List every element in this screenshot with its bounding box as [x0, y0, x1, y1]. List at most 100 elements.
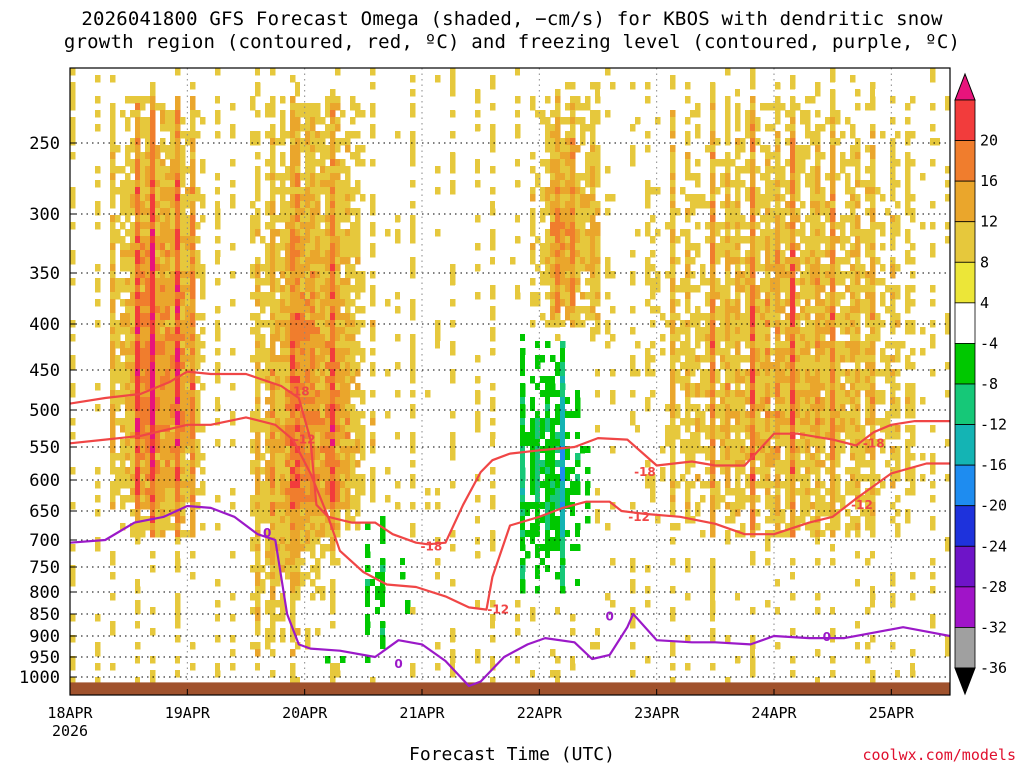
omega-cell [370, 481, 376, 489]
omega-cell [285, 278, 291, 286]
omega-cell [665, 404, 671, 412]
omega-cell [270, 243, 276, 251]
omega-cell [670, 341, 676, 349]
omega-cell [160, 180, 166, 188]
omega-cell [535, 411, 541, 419]
omega-cell [540, 194, 546, 202]
omega-cell [370, 243, 376, 251]
omega-cell [410, 236, 416, 244]
omega-cell [270, 257, 276, 265]
omega-cell [250, 467, 256, 475]
omega-cell [305, 572, 311, 580]
omega-cell [230, 502, 236, 510]
omega-cell [70, 82, 76, 90]
omega-cell [290, 663, 296, 671]
omega-cell [285, 271, 291, 279]
omega-cell [165, 544, 171, 552]
omega-cell [705, 453, 711, 461]
omega-cell [440, 593, 446, 601]
omega-cell [295, 523, 301, 531]
omega-cell [700, 481, 706, 489]
omega-cell [405, 579, 411, 587]
omega-cell [180, 348, 186, 356]
omega-cell [135, 201, 141, 209]
omega-cell [725, 411, 731, 419]
omega-cell [725, 418, 731, 426]
omega-cell [520, 68, 526, 76]
omega-cell [325, 292, 331, 300]
omega-cell [270, 481, 276, 489]
omega-cell [335, 320, 341, 328]
omega-cell [215, 278, 221, 286]
omega-cell [545, 460, 551, 468]
omega-cell [190, 509, 196, 517]
omega-cell [195, 397, 201, 405]
omega-cell [445, 474, 451, 482]
omega-cell [220, 411, 226, 419]
omega-cell [175, 551, 181, 559]
omega-cell [560, 425, 566, 433]
omega-cell [195, 257, 201, 265]
omega-cell [135, 327, 141, 335]
omega-cell [575, 117, 581, 125]
omega-cell [330, 264, 336, 272]
omega-cell [395, 572, 401, 580]
omega-cell [160, 201, 166, 209]
omega-cell [95, 495, 101, 503]
omega-cell [625, 607, 631, 615]
omega-cell [315, 460, 321, 468]
omega-cell [560, 243, 566, 251]
omega-cell [555, 313, 561, 321]
omega-cell [315, 586, 321, 594]
omega-cell [565, 488, 571, 496]
omega-cell [740, 215, 746, 223]
omega-cell [95, 180, 101, 188]
omega-cell [305, 628, 311, 636]
omega-cell [130, 187, 136, 195]
omega-cell [625, 292, 631, 300]
omega-cell [590, 642, 596, 650]
omega-cell [190, 488, 196, 496]
omega-cell [270, 502, 276, 510]
omega-cell [580, 579, 586, 587]
omega-cell [300, 418, 306, 426]
omega-cell [270, 124, 276, 132]
omega-cell [315, 313, 321, 321]
omega-cell [305, 537, 311, 545]
omega-cell [150, 439, 156, 447]
omega-cell [170, 278, 176, 286]
omega-cell [165, 327, 171, 335]
omega-cell [460, 313, 466, 321]
omega-cell [710, 278, 716, 286]
omega-cell [165, 187, 171, 195]
omega-cell [270, 250, 276, 258]
omega-cell [565, 117, 571, 125]
omega-cell [275, 215, 281, 223]
omega-cell [305, 138, 311, 146]
omega-cell [270, 334, 276, 342]
omega-cell [735, 124, 741, 132]
omega-cell [310, 334, 316, 342]
omega-cell [155, 236, 161, 244]
omega-cell [215, 600, 221, 608]
omega-cell [480, 131, 486, 139]
omega-cell [490, 677, 496, 685]
omega-cell [145, 96, 151, 104]
omega-cell [570, 383, 576, 391]
omega-cell [295, 138, 301, 146]
omega-cell [220, 614, 226, 622]
omega-cell [300, 89, 306, 97]
omega-cell [730, 208, 736, 216]
omega-cell [95, 404, 101, 412]
omega-cell [545, 124, 551, 132]
omega-cell [685, 229, 691, 237]
omega-cell [475, 180, 481, 188]
omega-cell [270, 537, 276, 545]
omega-cell [410, 523, 416, 531]
omega-cell [360, 586, 366, 594]
omega-cell [710, 628, 716, 636]
omega-cell [95, 642, 101, 650]
omega-cell [710, 488, 716, 496]
omega-cell [505, 502, 511, 510]
omega-cell [420, 159, 426, 167]
